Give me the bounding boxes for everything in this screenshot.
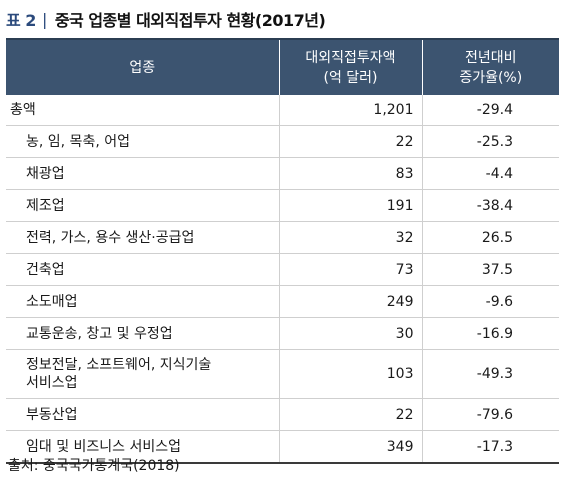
header-amount: 대외직접투자액 (억 달러) <box>278 38 422 95</box>
table-title-text: 중국 업종별 대외직접투자 현황(2017년) <box>54 11 326 30</box>
industry-cell: 정보전달, 소프트웨어, 지식기술 서비스업 <box>6 349 279 399</box>
industry-cell: 총액 <box>6 95 279 126</box>
change-cell: -38.4 <box>421 189 559 222</box>
table-number: 표 2 <box>6 11 36 30</box>
amount-cell: 103 <box>278 349 422 399</box>
industry-cell: 제조업 <box>6 189 279 222</box>
header-amount-line2: (억 달러) <box>323 69 378 86</box>
table-title: 표 2 | 중국 업종별 대외직접투자 현황(2017년) <box>6 6 326 32</box>
amount-cell: 30 <box>278 317 422 350</box>
header-industry: 업종 <box>6 38 279 95</box>
table-header-row: 업종 대외직접투자액 (억 달러) 전년대비 증가율(%) <box>6 38 559 95</box>
source-note: 출처: 중국국가통계국(2018) <box>8 458 180 474</box>
table-row: 제조업 191 -38.4 <box>6 189 559 222</box>
industry-cell: 전력, 가스, 용수 생산·공급업 <box>6 221 279 254</box>
amount-cell: 22 <box>278 398 422 431</box>
title-separator: | <box>41 9 47 29</box>
investment-table: 업종 대외직접투자액 (억 달러) 전년대비 증가율(%) 총액 1,201 -… <box>6 38 559 464</box>
industry-cell: 소도매업 <box>6 285 279 318</box>
amount-cell: 249 <box>278 285 422 318</box>
change-cell: -49.3 <box>421 349 559 399</box>
table-row: 정보전달, 소프트웨어, 지식기술 서비스업 103 -49.3 <box>6 349 559 399</box>
table-row: 임대 및 비즈니스 서비스업 349 -17.3 <box>6 430 559 464</box>
change-cell: -16.9 <box>421 317 559 350</box>
table-row: 농, 임, 목축, 어업 22 -25.3 <box>6 125 559 158</box>
amount-cell: 1,201 <box>278 95 422 126</box>
amount-cell: 83 <box>278 157 422 190</box>
amount-cell: 73 <box>278 253 422 286</box>
industry-cell: 임대 및 비즈니스 서비스업 <box>6 430 279 464</box>
industry-cell: 채광업 <box>6 157 279 190</box>
table-row: 교통운송, 창고 및 우정업 30 -16.9 <box>6 317 559 350</box>
table-row-total: 총액 1,201 -29.4 <box>6 95 559 126</box>
industry-cell: 부동산업 <box>6 398 279 431</box>
table-row: 부동산업 22 -79.6 <box>6 398 559 431</box>
table-row: 건축업 73 37.5 <box>6 253 559 286</box>
industry-cell: 건축업 <box>6 253 279 286</box>
change-cell: -25.3 <box>421 125 559 158</box>
amount-cell: 349 <box>278 430 422 464</box>
change-cell: 26.5 <box>421 221 559 254</box>
header-amount-line1: 대외직접투자액 <box>305 49 396 66</box>
change-cell: -17.3 <box>421 430 559 464</box>
header-change: 전년대비 증가율(%) <box>421 38 559 95</box>
amount-cell: 32 <box>278 221 422 254</box>
table-row: 전력, 가스, 용수 생산·공급업 32 26.5 <box>6 221 559 254</box>
industry-cell: 농, 임, 목축, 어업 <box>6 125 279 158</box>
change-cell: -29.4 <box>421 95 559 126</box>
table-row: 채광업 83 -4.4 <box>6 157 559 190</box>
change-cell: -9.6 <box>421 285 559 318</box>
header-change-line2: 증가율(%) <box>459 69 523 86</box>
industry-cell: 교통운송, 창고 및 우정업 <box>6 317 279 350</box>
industry-line1: 정보전달, 소프트웨어, 지식기술 <box>26 357 212 373</box>
change-cell: 37.5 <box>421 253 559 286</box>
table-row: 소도매업 249 -9.6 <box>6 285 559 318</box>
industry-line2: 서비스업 <box>26 375 78 391</box>
amount-cell: 191 <box>278 189 422 222</box>
header-change-line1: 전년대비 <box>464 49 517 66</box>
change-cell: -79.6 <box>421 398 559 431</box>
amount-cell: 22 <box>278 125 422 158</box>
change-cell: -4.4 <box>421 157 559 190</box>
